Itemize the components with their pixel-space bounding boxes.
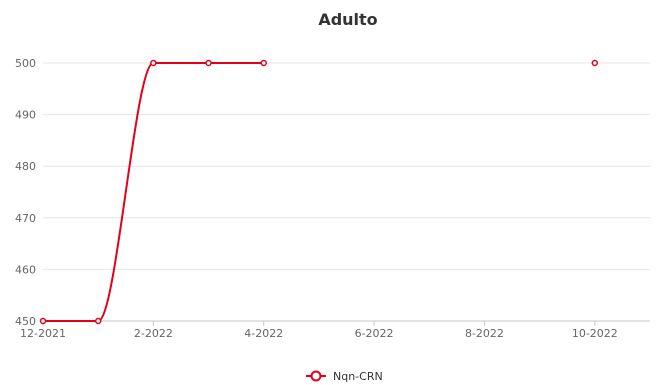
legend-circle-marker <box>310 370 322 382</box>
data-point[interactable] <box>39 317 47 325</box>
x-axis: 12-2021 2-2022 4-2022 6-2022 8-2022 10-2022 <box>20 320 650 340</box>
data-point[interactable] <box>205 59 212 67</box>
x-tick-label: 4-2022 <box>244 327 283 340</box>
series-layer <box>39 59 599 325</box>
y-tick-label: 460 <box>15 263 36 276</box>
data-point[interactable] <box>260 59 267 67</box>
x-tick-label: 6-2022 <box>355 327 394 340</box>
x-tick-label: 12-2021 <box>20 327 66 340</box>
y-tick-label: 450 <box>15 315 36 328</box>
y-tick-label: 480 <box>15 160 36 173</box>
legend-label: Nqn-CRN <box>333 370 383 383</box>
data-point[interactable] <box>591 59 599 67</box>
data-point[interactable] <box>94 317 102 325</box>
x-tick-label: 2-2022 <box>134 327 173 340</box>
chart-title: Adulto <box>318 10 377 29</box>
x-tick-label: 8-2022 <box>465 327 504 340</box>
x-tick-label: 10-2022 <box>572 327 618 340</box>
y-axis-ticks: 450 460 470 480 490 500 <box>15 57 36 328</box>
y-tick-label: 470 <box>15 212 36 225</box>
y-tick-label: 500 <box>15 57 36 70</box>
y-tick-label: 490 <box>15 109 36 122</box>
legend[interactable]: Nqn-CRN <box>306 370 383 383</box>
data-point[interactable] <box>150 59 157 67</box>
series-line <box>43 62 264 322</box>
grid <box>43 62 650 270</box>
